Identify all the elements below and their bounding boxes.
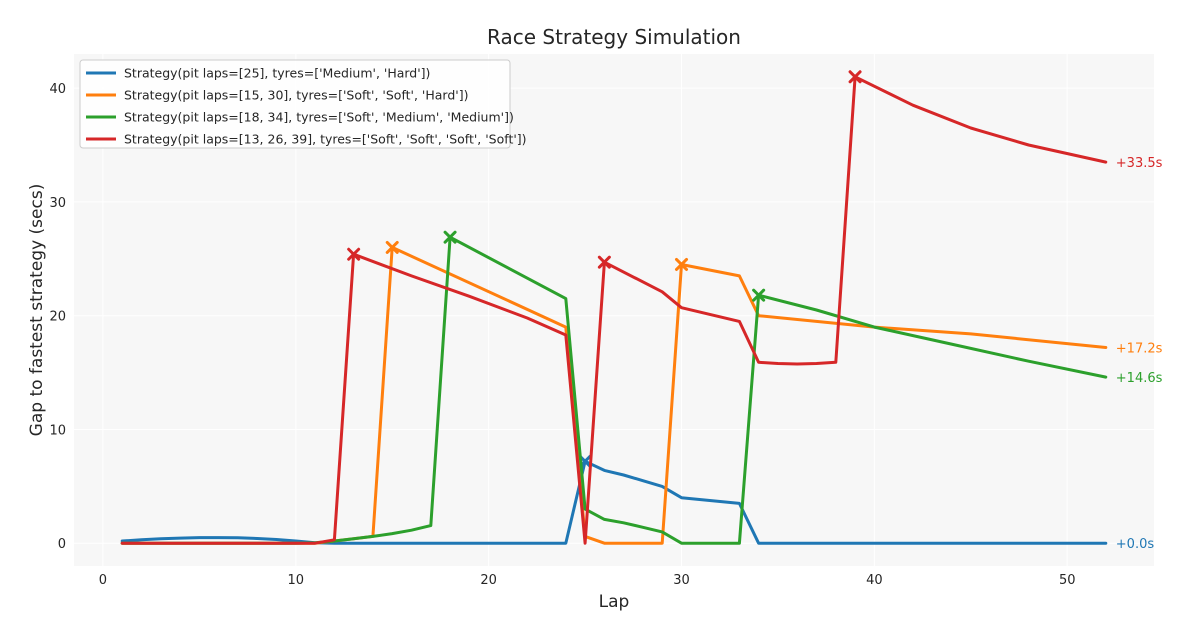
- x-ticks: 0 10 20 30 40 50: [99, 573, 1076, 588]
- y-tick-label: 30: [49, 196, 66, 211]
- legend-entry: Strategy(pit laps=[25], tyres=['Medium',…: [86, 66, 430, 81]
- chart-title: Race Strategy Simulation: [487, 25, 741, 49]
- end-label: +33.5s: [1116, 156, 1163, 171]
- y-tick-label: 20: [49, 310, 66, 325]
- x-tick-label: 20: [480, 573, 497, 588]
- x-tick-label: 0: [99, 573, 107, 588]
- pit-marker-stroke: [752, 288, 766, 302]
- x-tick-label: 10: [288, 573, 305, 588]
- y-ticks: 0 10 20 30 40: [49, 82, 66, 552]
- pit-marker-stroke: [347, 247, 361, 261]
- pit-marker-stroke: [443, 230, 457, 244]
- series-2: [120, 230, 1108, 545]
- y-tick-label: 40: [49, 82, 66, 97]
- y-axis-label: Gap to fastest strategy (secs): [27, 184, 47, 437]
- legend-entry: Strategy(pit laps=[18, 34], tyres=['Soft…: [86, 110, 514, 125]
- series-line: [120, 235, 1108, 545]
- end-label: +17.2s: [1116, 342, 1163, 357]
- pit-stop-marker: [675, 257, 688, 271]
- end-labels: +0.0s +17.2s +14.6s +33.5s: [1116, 156, 1163, 552]
- pit-stop-marker: [385, 240, 399, 254]
- legend-label: Strategy(pit laps=[25], tyres=['Medium',…: [124, 66, 430, 81]
- legend-label: Strategy(pit laps=[13, 26, 39], tyres=['…: [124, 132, 527, 147]
- x-tick-label: 30: [673, 573, 690, 588]
- series-3: [120, 70, 1108, 545]
- pit-stop-marker: [848, 70, 862, 84]
- legend-label: Strategy(pit laps=[18, 34], tyres=['Soft…: [124, 110, 514, 125]
- pit-marker-stroke: [675, 257, 688, 271]
- series-layer: [120, 70, 1108, 545]
- y-tick-label: 10: [49, 423, 66, 438]
- pit-marker-stroke: [848, 70, 862, 84]
- end-label: +0.0s: [1116, 537, 1155, 552]
- end-label: +14.6s: [1116, 371, 1163, 386]
- legend-entry: Strategy(pit laps=[15, 30], tyres=['Soft…: [86, 88, 468, 103]
- series-line: [120, 75, 1108, 545]
- pit-stop-marker: [752, 288, 766, 302]
- legend-entry: Strategy(pit laps=[13, 26, 39], tyres=['…: [86, 132, 527, 147]
- pit-marker-stroke: [597, 255, 611, 269]
- legend-box: [79, 59, 511, 149]
- legend-label: Strategy(pit laps=[15, 30], tyres=['Soft…: [124, 88, 468, 103]
- legend: Strategy(pit laps=[25], tyres=['Medium',…: [79, 59, 527, 149]
- pit-stop-marker: [597, 255, 611, 269]
- x-tick-label: 50: [1059, 573, 1076, 588]
- pit-stop-marker: [443, 230, 457, 244]
- pit-marker-stroke: [385, 240, 399, 254]
- x-axis-label: Lap: [599, 592, 630, 612]
- pit-stop-marker: [347, 247, 361, 261]
- y-tick-label: 0: [58, 537, 66, 552]
- x-tick-label: 40: [866, 573, 883, 588]
